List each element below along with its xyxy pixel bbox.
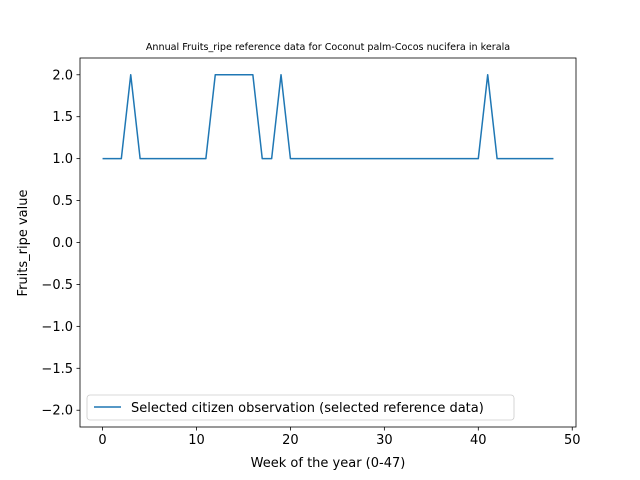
series-line-0 [102, 74, 554, 160]
y-tick-label: 0.0 [52, 236, 73, 251]
x-tick-label: 30 [376, 433, 393, 448]
legend: Selected citizen observation (selected r… [86, 394, 515, 421]
y-tick-label: 1.5 [52, 110, 73, 125]
y-tick-label: −2.0 [41, 404, 73, 419]
y-tick-label: 1.0 [52, 152, 73, 167]
y-tick-label: −1.0 [41, 320, 73, 335]
y-tick-label: 0.5 [52, 194, 73, 209]
plot-area: 0 10 20 30 40 50 2.0 1.5 1.0 0.5 0.0 −0.5 −1.0 −1.5 −2… [41, 57, 581, 448]
y-tick-label: −0.5 [41, 278, 73, 293]
chart-title: Annual Fruits_ripe reference data for Co… [146, 42, 510, 53]
x-axis-label: Week of the year (0-47) [251, 456, 406, 471]
y-tick-label: −1.5 [41, 362, 73, 377]
x-tick-label: 0 [98, 433, 106, 448]
y-axis-label: Fruits_ripe value [16, 190, 31, 297]
x-tick-label: 10 [188, 433, 205, 448]
x-tick-label: 40 [470, 433, 487, 448]
x-tick-label: 50 [564, 433, 581, 448]
legend-label: Selected citizen observation (selected r… [131, 401, 484, 416]
legend-box [86, 394, 515, 421]
x-tick-label: 20 [282, 433, 299, 448]
y-tick-label: 2.0 [52, 68, 73, 83]
